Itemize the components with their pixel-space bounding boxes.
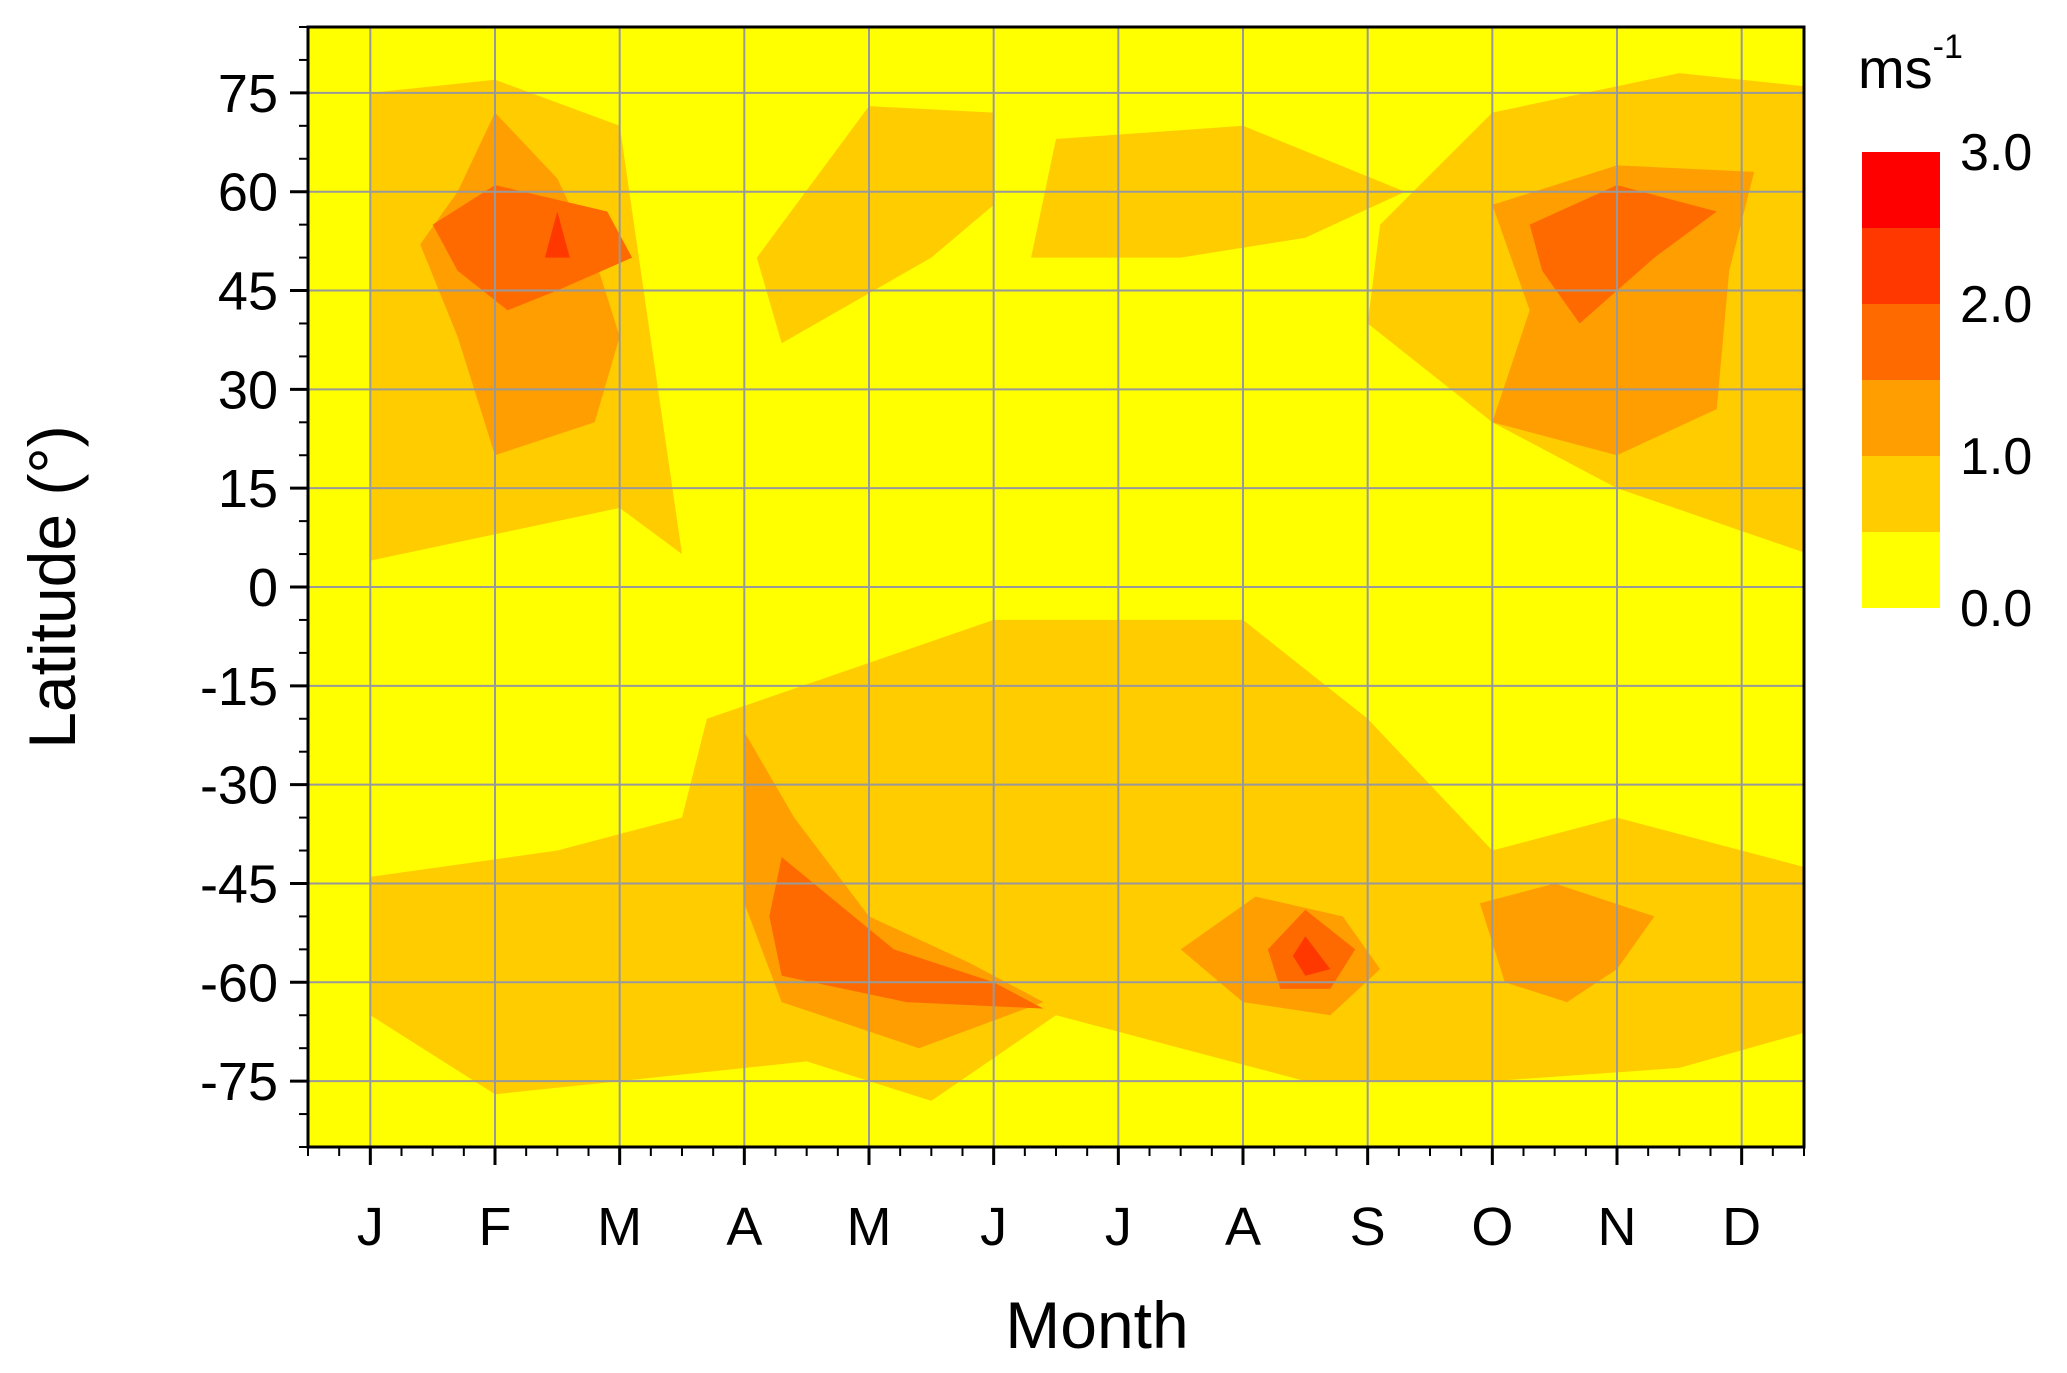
contour-region-11 <box>432 185 633 311</box>
colorbar-tick-label: 0.0 <box>1960 580 2032 638</box>
contour-region-15 <box>544 211 570 258</box>
x-tick-label: A <box>726 1197 762 1257</box>
x-tick-label: J <box>980 1197 1007 1257</box>
contour-region-16 <box>1292 936 1331 976</box>
y-tick-label: 45 <box>218 262 278 322</box>
colorbar: 3.0 2.0 1.0 0.0 <box>1862 124 2032 638</box>
x-tick-label: N <box>1598 1197 1637 1257</box>
x-tick-label: J <box>1105 1197 1132 1257</box>
colorbar-swatch <box>1862 304 1940 380</box>
x-tick-label: J <box>357 1197 384 1257</box>
contour-layer <box>370 73 1903 1101</box>
x-tick-label: M <box>597 1197 642 1257</box>
y-tick-label: 0 <box>248 558 278 618</box>
colorbar-swatch <box>1862 380 1940 456</box>
y-tick-label: -75 <box>200 1052 278 1112</box>
y-tick-label: 60 <box>218 163 278 223</box>
x-axis-title: Month <box>1005 1288 1188 1362</box>
contour-region-4 <box>370 619 1804 1101</box>
y-tick-label: -30 <box>200 756 278 816</box>
grid-layer <box>308 27 1804 1147</box>
ticks-layer: J F M A M J J A S O N D 75 60 45 30 15 0 -15 -30 -45 -60 -75 <box>200 26 1805 1257</box>
y-tick-label: 15 <box>218 459 278 519</box>
y-tick-label: -45 <box>200 854 278 914</box>
y-tick-label: 75 <box>218 64 278 124</box>
y-tick-label: 30 <box>218 360 278 420</box>
x-tick-label: M <box>847 1197 892 1257</box>
x-tick-label: F <box>479 1197 512 1257</box>
colorbar-unit: ms-1 <box>1858 28 1963 100</box>
x-tick-label: D <box>1722 1197 1761 1257</box>
y-tick-label: -60 <box>200 953 278 1013</box>
colorbar-unit-exponent: -1 <box>1933 28 1963 66</box>
y-tick-label: -15 <box>200 657 278 717</box>
x-tick-label: O <box>1471 1197 1513 1257</box>
colorbar-swatch <box>1862 152 1940 228</box>
y-axis-title: Latitude (°) <box>15 425 89 749</box>
contour-region-12 <box>1529 185 1717 324</box>
colorbar-swatch <box>1862 228 1940 304</box>
colorbar-tick-label: 3.0 <box>1960 124 2032 182</box>
colorbar-swatch <box>1862 456 1940 532</box>
contour-region-5 <box>1841 686 1903 712</box>
contour-region-1 <box>756 106 994 344</box>
colorbar-tick-label: 2.0 <box>1960 276 2032 334</box>
x-tick-label: A <box>1225 1197 1261 1257</box>
colorbar-tick-label: 1.0 <box>1960 428 2032 486</box>
colorbar-swatch <box>1862 532 1940 608</box>
x-tick-label: S <box>1350 1197 1386 1257</box>
contour-region-13 <box>769 857 1044 1009</box>
colorbar-unit-base: ms <box>1858 37 1933 100</box>
plot-frame <box>306 25 1806 1149</box>
contour-region-10 <box>1479 883 1655 1003</box>
